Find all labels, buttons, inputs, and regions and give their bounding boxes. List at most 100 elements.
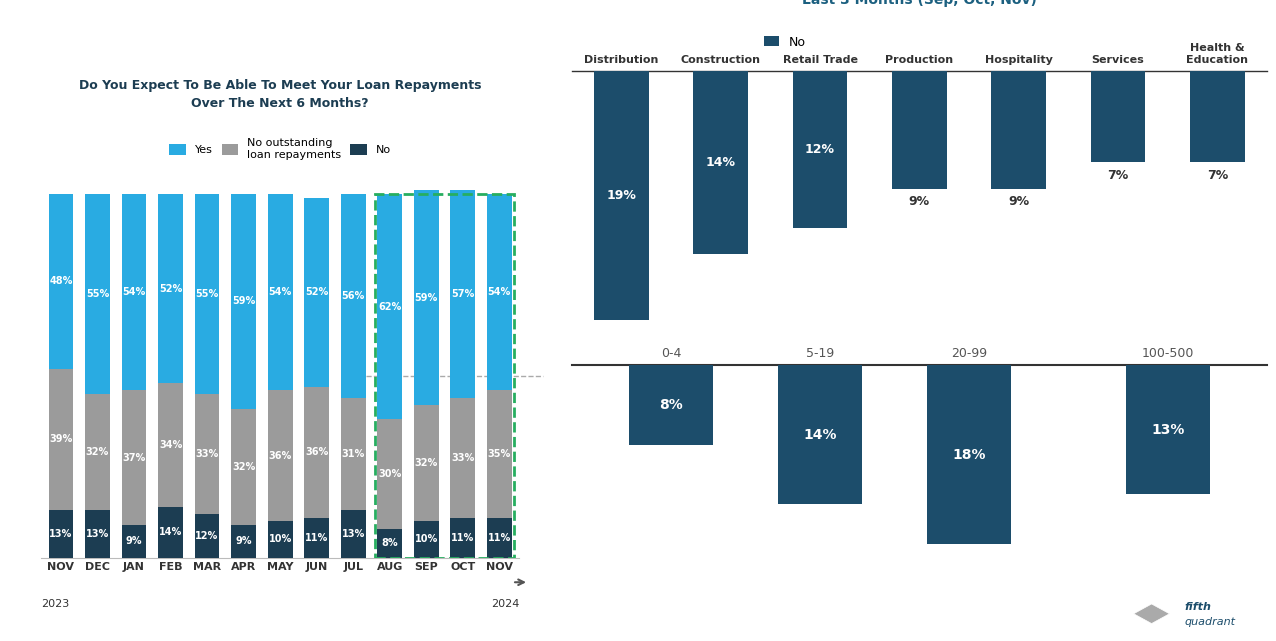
Bar — [158, 194, 182, 383]
Text: 11%: 11% — [452, 533, 475, 543]
Bar — [792, 71, 847, 228]
Bar — [48, 194, 73, 369]
Text: 39%: 39% — [50, 435, 73, 444]
Text: 14%: 14% — [160, 527, 182, 537]
Bar — [195, 394, 219, 514]
Text: 2023: 2023 — [41, 599, 69, 609]
Bar — [450, 397, 475, 518]
Text: 32%: 32% — [232, 462, 255, 472]
Bar — [450, 190, 475, 397]
Text: 62%: 62% — [378, 302, 401, 312]
Text: 31%: 31% — [342, 449, 365, 459]
Text: 36%: 36% — [268, 451, 292, 461]
Text: 10%: 10% — [268, 535, 292, 544]
Text: 11%: 11% — [487, 533, 510, 543]
Bar — [121, 525, 147, 558]
Bar — [1125, 365, 1210, 494]
Text: 32%: 32% — [415, 458, 438, 468]
Text: 48%: 48% — [50, 276, 73, 287]
Bar — [268, 390, 292, 521]
Text: Employee Size: Employee Size — [545, 461, 558, 562]
Text: 13%: 13% — [1151, 423, 1184, 437]
Text: 59%: 59% — [415, 293, 438, 303]
Text: 52%: 52% — [160, 283, 182, 294]
Text: 56%: 56% — [342, 291, 365, 301]
Bar — [487, 194, 512, 390]
Bar — [487, 518, 512, 558]
Text: 18%: 18% — [952, 447, 986, 462]
Polygon shape — [1133, 604, 1170, 624]
Bar — [1191, 71, 1244, 162]
Bar — [48, 369, 73, 510]
Bar — [304, 197, 329, 387]
Bar — [85, 194, 110, 394]
Text: 13%: 13% — [85, 529, 108, 539]
Bar — [195, 194, 219, 394]
Text: 54%: 54% — [268, 287, 292, 297]
Bar — [778, 365, 863, 504]
Bar — [629, 365, 713, 445]
Bar — [158, 383, 182, 507]
Text: 10%: 10% — [415, 535, 438, 544]
Bar — [892, 71, 947, 188]
Text: 13%: 13% — [50, 529, 73, 539]
Text: 12%: 12% — [805, 143, 835, 156]
Bar — [413, 521, 439, 558]
Bar — [595, 71, 648, 320]
Bar — [121, 390, 147, 525]
Text: quadrant: quadrant — [1184, 617, 1235, 627]
Legend: No: No — [759, 31, 810, 54]
Bar — [378, 419, 402, 529]
Text: 9%: 9% — [126, 537, 142, 546]
Text: 7%: 7% — [1108, 169, 1129, 182]
Text: 33%: 33% — [195, 449, 218, 459]
Text: 2024: 2024 — [491, 599, 519, 609]
Bar — [991, 71, 1046, 188]
Text: 37%: 37% — [122, 453, 145, 463]
Bar — [195, 514, 219, 558]
Text: 52%: 52% — [305, 287, 328, 297]
Bar — [304, 387, 329, 518]
Bar — [378, 194, 402, 419]
Text: 11%: 11% — [305, 533, 328, 543]
Bar — [341, 397, 365, 510]
Text: 13%: 13% — [342, 529, 365, 539]
Bar — [48, 510, 73, 558]
Text: 35%: 35% — [487, 449, 510, 459]
Bar — [413, 405, 439, 521]
Text: 32%: 32% — [85, 447, 108, 457]
Bar — [85, 510, 110, 558]
Bar — [375, 194, 514, 558]
Bar — [341, 194, 365, 397]
Bar — [121, 194, 147, 390]
Bar — [268, 521, 292, 558]
Legend: Yes, No outstanding
loan repayments, No: Yes, No outstanding loan repayments, No — [165, 134, 396, 164]
Text: 12%: 12% — [195, 531, 218, 541]
Bar — [268, 194, 292, 390]
Bar — [231, 194, 256, 408]
Bar — [304, 518, 329, 558]
Text: 9%: 9% — [1008, 195, 1030, 208]
Text: 55%: 55% — [85, 289, 108, 299]
Text: 30%: 30% — [378, 469, 401, 479]
Text: 19%: 19% — [606, 188, 637, 201]
Text: 7%: 7% — [1207, 169, 1228, 182]
Bar — [85, 394, 110, 510]
Text: 57%: 57% — [452, 289, 475, 299]
Text: 34%: 34% — [160, 440, 182, 450]
Bar — [231, 525, 256, 558]
Text: 9%: 9% — [909, 195, 930, 208]
Bar — [378, 529, 402, 558]
Text: Last 3 Months (Sep, Oct, Nov): Last 3 Months (Sep, Oct, Nov) — [801, 0, 1037, 7]
Text: 14%: 14% — [804, 428, 837, 442]
Text: 36%: 36% — [305, 447, 328, 457]
Text: 14%: 14% — [706, 156, 736, 169]
Text: 8%: 8% — [660, 398, 683, 412]
Bar — [158, 507, 182, 558]
Text: 8%: 8% — [382, 538, 398, 548]
Text: Debt Management: Debt Management — [13, 19, 245, 39]
Bar — [450, 518, 475, 558]
Bar — [1091, 71, 1146, 162]
Text: 33%: 33% — [452, 453, 475, 463]
Text: 59%: 59% — [232, 296, 255, 306]
